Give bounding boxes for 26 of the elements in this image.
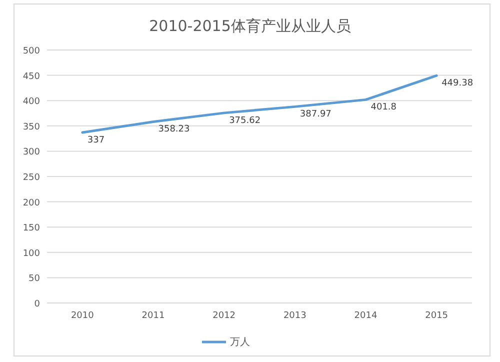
x-tick-label: 2013 xyxy=(283,311,306,321)
y-tick-label: 400 xyxy=(22,97,40,108)
data-label: 375.62 xyxy=(229,116,261,126)
y-tick-label: 50 xyxy=(28,274,40,284)
data-label: 337 xyxy=(87,135,105,146)
data-label: 401.8 xyxy=(370,102,397,113)
x-tick-label: 2011 xyxy=(142,311,165,321)
y-tick-label: 0 xyxy=(34,300,40,310)
y-tick-label: 200 xyxy=(22,198,40,208)
x-tick-label: 2014 xyxy=(354,311,378,321)
legend-label: 万人 xyxy=(230,337,250,348)
y-tick-label: 350 xyxy=(22,122,40,132)
chart-title: 2010-2015体育产业从业人员 xyxy=(149,17,351,35)
y-tick-label: 300 xyxy=(22,148,40,158)
x-tick-label: 2012 xyxy=(212,311,236,321)
y-tick-label: 150 xyxy=(22,224,40,234)
x-tick-label: 2010 xyxy=(70,311,94,321)
x-tick-label: 2015 xyxy=(425,311,448,321)
data-label: 449.38 xyxy=(442,78,474,89)
y-tick-label: 100 xyxy=(22,248,40,259)
y-tick-label: 450 xyxy=(22,72,40,82)
y-tick-label: 250 xyxy=(22,173,40,183)
y-tick-label: 500 xyxy=(22,46,40,56)
data-label: 358.23 xyxy=(158,124,190,135)
line-series xyxy=(81,74,438,134)
data-label: 387.97 xyxy=(300,110,332,120)
